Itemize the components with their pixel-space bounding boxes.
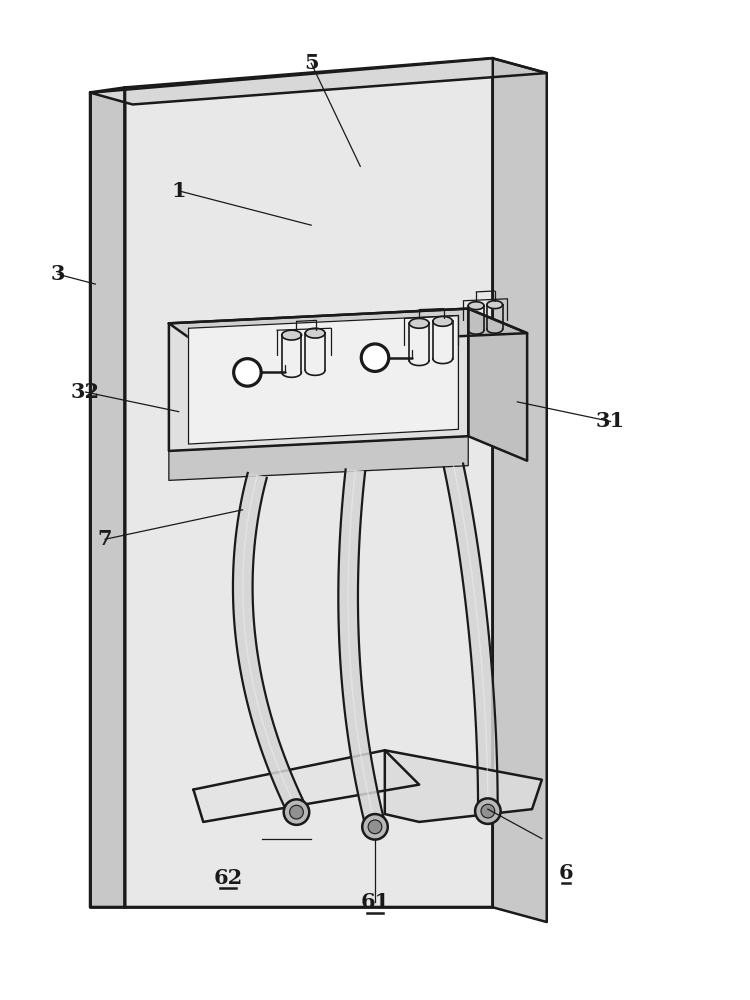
Text: 62: 62 [213,868,242,888]
Text: 1: 1 [172,181,186,201]
Text: 7: 7 [98,529,112,549]
Polygon shape [90,88,124,907]
Polygon shape [493,58,547,922]
Polygon shape [124,58,493,907]
Polygon shape [169,309,527,348]
Text: 32: 32 [71,382,100,402]
Polygon shape [385,750,542,822]
Circle shape [362,344,388,371]
Polygon shape [433,316,452,326]
Polygon shape [169,436,468,480]
Polygon shape [188,315,458,444]
Text: 61: 61 [360,892,390,912]
Circle shape [290,805,303,819]
Polygon shape [305,328,325,338]
Text: 6: 6 [559,863,574,883]
Polygon shape [468,309,527,461]
Circle shape [284,799,309,825]
Polygon shape [444,464,498,809]
Polygon shape [169,309,468,451]
Polygon shape [282,330,302,340]
Polygon shape [338,469,385,826]
Polygon shape [194,750,419,822]
Circle shape [481,804,495,818]
Polygon shape [468,302,484,310]
Polygon shape [90,58,547,104]
Circle shape [475,798,501,824]
Text: 31: 31 [596,411,625,431]
Polygon shape [410,318,429,328]
Circle shape [368,820,382,834]
Polygon shape [233,473,305,813]
Text: 3: 3 [51,264,65,284]
Circle shape [362,814,388,840]
Polygon shape [487,301,502,309]
Circle shape [234,359,261,386]
Text: 5: 5 [304,53,319,73]
